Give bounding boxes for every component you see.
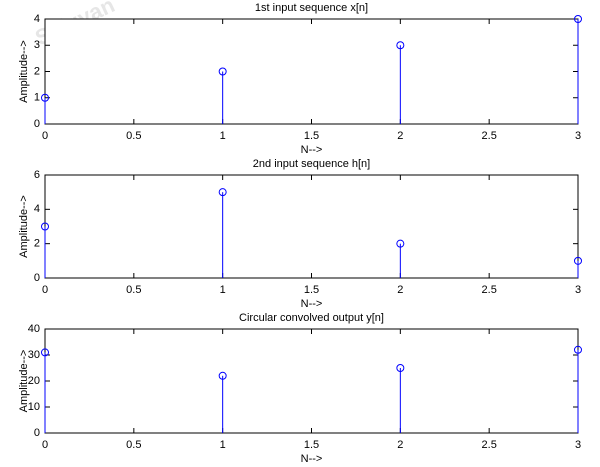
x-tick-label: 0.5 bbox=[126, 439, 141, 451]
x-axis-label: N--> bbox=[301, 298, 323, 310]
chart-title: 2nd input sequence h[n] bbox=[253, 158, 370, 170]
stem-marker bbox=[41, 93, 49, 102]
x-tick-label: 2.5 bbox=[482, 439, 497, 451]
y-tick-label: 4 bbox=[34, 203, 40, 215]
y-axis-label: Amplitude--> bbox=[18, 40, 30, 103]
y-tick-label: 10 bbox=[28, 401, 40, 413]
x-tick-label: 1 bbox=[220, 439, 226, 451]
x-axis-label: N--> bbox=[301, 453, 323, 465]
y-tick-label: 2 bbox=[34, 238, 40, 250]
y-tick-label: 30 bbox=[28, 349, 40, 361]
plot-area bbox=[44, 18, 579, 125]
x-tick-label: 0 bbox=[42, 284, 48, 296]
x-tick-label: 2 bbox=[397, 439, 403, 451]
x-axis-label: N--> bbox=[301, 144, 323, 156]
y-axis-label: Amplitude--> bbox=[18, 350, 30, 413]
x-tick-label: 2 bbox=[397, 130, 403, 142]
x-tick-label: 0.5 bbox=[126, 284, 141, 296]
y-tick-label: 2 bbox=[34, 65, 40, 77]
x-tick-label: 1.5 bbox=[304, 439, 319, 451]
stem-marker bbox=[396, 41, 405, 50]
x-tick-label: 0 bbox=[42, 130, 48, 142]
x-tick-label: 2.5 bbox=[482, 284, 497, 296]
y-axis-label: Amplitude--> bbox=[18, 195, 30, 258]
x-tick-label: 2 bbox=[397, 284, 403, 296]
chart-title: 1st input sequence x[n] bbox=[255, 2, 368, 14]
x-tick-label: 1.5 bbox=[304, 130, 319, 142]
stem-marker bbox=[574, 256, 582, 265]
stem-marker bbox=[396, 364, 405, 372]
y-tick-label: 6 bbox=[34, 169, 40, 181]
plot-area bbox=[44, 174, 579, 279]
x-tick-label: 1 bbox=[220, 130, 226, 142]
x-tick-label: 0 bbox=[42, 439, 48, 451]
y-tick-label: 4 bbox=[34, 13, 40, 25]
x-tick-label: 2.5 bbox=[482, 130, 497, 142]
stem-marker bbox=[41, 348, 49, 357]
stem-marker bbox=[396, 239, 405, 248]
x-tick-label: 1 bbox=[220, 284, 226, 296]
y-tick-label: 40 bbox=[28, 323, 40, 335]
x-tick-label: 3 bbox=[575, 130, 581, 142]
stem-marker bbox=[218, 371, 227, 380]
chart-title: Circular convolved output y[n] bbox=[239, 312, 384, 324]
y-tick-label: 0 bbox=[34, 118, 40, 130]
x-tick-label: 3 bbox=[575, 284, 581, 296]
stem-marker bbox=[218, 188, 227, 197]
stem-marker bbox=[574, 15, 582, 23]
y-tick-label: 3 bbox=[34, 39, 40, 51]
y-tick-label: 0 bbox=[34, 427, 40, 439]
y-tick-label: 1 bbox=[34, 92, 40, 104]
y-tick-label: 0 bbox=[34, 272, 40, 284]
y-tick-label: 20 bbox=[28, 375, 40, 387]
stem-marker bbox=[574, 345, 582, 354]
x-tick-label: 0.5 bbox=[126, 130, 141, 142]
x-tick-label: 3 bbox=[575, 439, 581, 451]
stem-marker bbox=[218, 67, 227, 76]
x-tick-label: 1.5 bbox=[304, 284, 319, 296]
plot-area bbox=[44, 328, 579, 434]
stem-marker bbox=[41, 222, 49, 231]
